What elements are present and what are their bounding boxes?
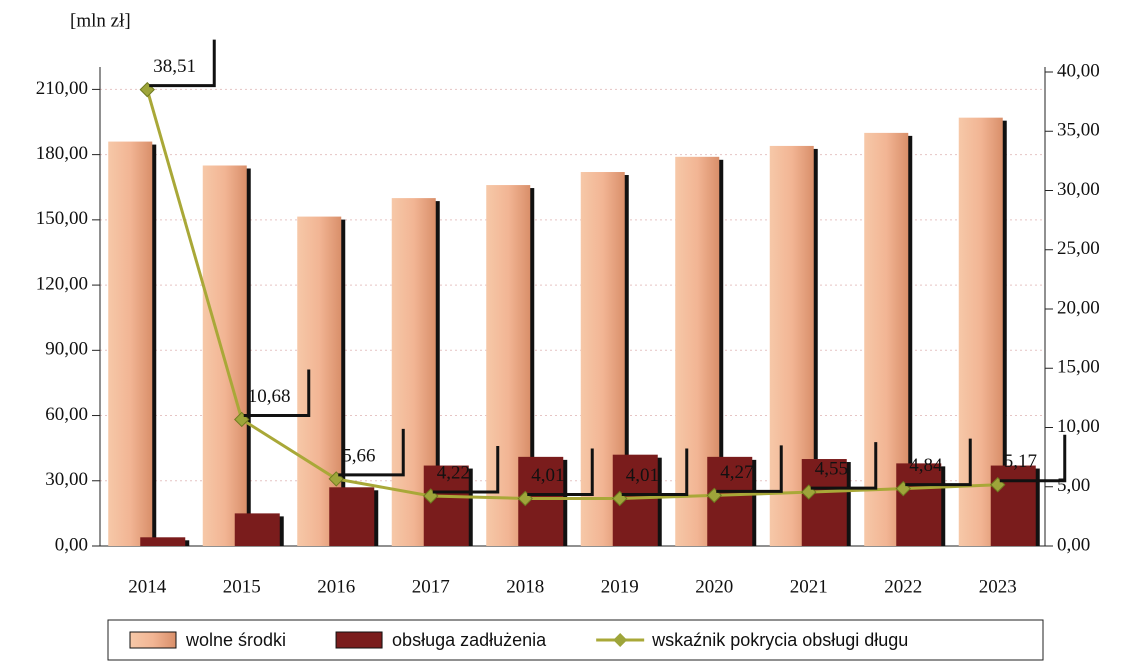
legend-label: wolne środki: [185, 630, 286, 650]
y-tick-label: 120,00: [36, 273, 88, 294]
legend-swatch: [335, 631, 383, 649]
x-tick-label: 2018: [506, 576, 544, 597]
bar: [801, 459, 847, 546]
label-callout: [527, 448, 594, 496]
data-label: 4,22: [437, 462, 470, 483]
x-tick-label: 2015: [223, 576, 261, 597]
bar: [108, 141, 153, 546]
label-callout: [905, 438, 972, 487]
x-tick-label: 2021: [790, 576, 828, 597]
label-callout: [999, 434, 1067, 483]
label-callout: [338, 428, 405, 477]
y2-tick-label: 10,00: [1057, 416, 1100, 437]
bar: [896, 463, 942, 546]
bar: [329, 487, 375, 546]
y2-tick-label: 15,00: [1057, 357, 1100, 378]
bar: [423, 465, 469, 546]
data-label: 4,01: [626, 465, 659, 486]
data-label: 4,27: [720, 462, 753, 483]
legend-box: [107, 619, 1044, 661]
y-tick-label: 180,00: [36, 143, 88, 164]
line: [145, 89, 998, 500]
y2-tick-label: 35,00: [1057, 120, 1100, 141]
legend-label: wskaźnik pokrycia obsługi długu: [651, 630, 908, 650]
y2-tick-label: 0,00: [1057, 534, 1090, 555]
data-label: 4,84: [909, 455, 943, 476]
bar: [140, 537, 186, 546]
data-label: 4,01: [531, 465, 564, 486]
bar: [234, 513, 280, 546]
y2-tick-label: 40,00: [1057, 60, 1100, 81]
x-tick-label: 2016: [317, 576, 355, 597]
x-tick-label: 2023: [979, 576, 1017, 597]
y2-tick-label: 25,00: [1057, 238, 1100, 259]
y-unit-label: [mln zł]: [70, 10, 131, 31]
data-label: 10,68: [248, 386, 291, 407]
data-label: 5,66: [342, 445, 375, 466]
y2-tick-label: 20,00: [1057, 297, 1100, 318]
label-callout: [810, 442, 878, 490]
x-tick-label: 2017: [412, 576, 450, 597]
y-tick-label: 210,00: [36, 78, 88, 99]
label-callout: [716, 445, 783, 493]
x-tick-label: 2022: [884, 576, 922, 597]
legend-swatch-marker: [613, 633, 628, 647]
y-tick-label: 90,00: [45, 339, 88, 360]
x-tick-label: 2014: [128, 576, 167, 597]
x-tick-label: 2020: [695, 576, 733, 597]
label-callout: [432, 445, 500, 494]
label-callout: [621, 448, 689, 496]
label-callout: [149, 39, 216, 88]
label-callout: [243, 369, 311, 417]
data-label: 4,55: [815, 458, 848, 479]
y-tick-label: 150,00: [36, 208, 88, 229]
marker: [801, 484, 817, 500]
y2-tick-label: 5,00: [1057, 475, 1090, 496]
data-label: 5,17: [1004, 451, 1037, 472]
data-label: 38,51: [153, 56, 196, 77]
y-tick-label: 30,00: [45, 469, 88, 490]
x-tick-label: 2019: [601, 576, 639, 597]
y-tick-label: 60,00: [45, 404, 88, 425]
legend-label: obsługa zadłużenia: [392, 630, 547, 650]
y-tick-label: 0,00: [55, 534, 88, 555]
y2-tick-label: 30,00: [1057, 179, 1100, 200]
legend-swatch: [129, 631, 177, 649]
